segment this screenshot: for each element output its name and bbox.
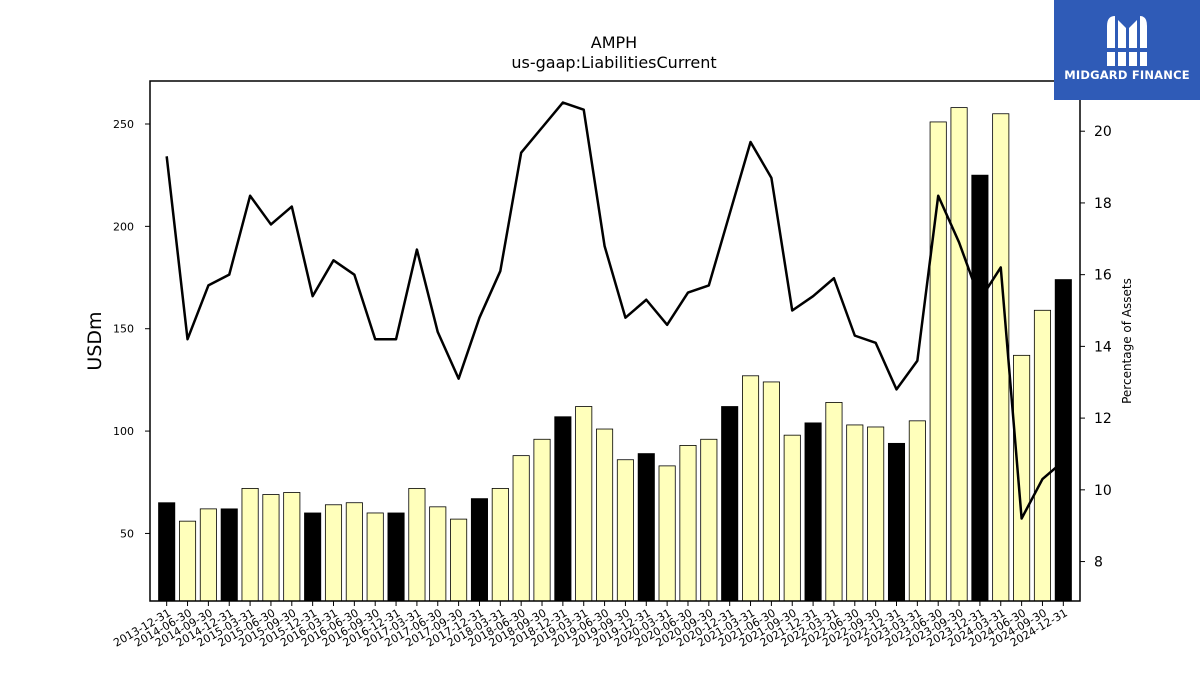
bar-2016-06-30 bbox=[345, 502, 363, 602]
bar-2019-12-31 bbox=[637, 453, 655, 602]
bar-2014-06-30 bbox=[178, 520, 197, 602]
y-tick-label: 200 bbox=[113, 220, 134, 233]
bar-2014-09-30 bbox=[199, 508, 217, 602]
bar-2018-03-31 bbox=[491, 487, 509, 602]
bar-2015-12-31 bbox=[304, 512, 322, 602]
bar-2022-06-30 bbox=[846, 424, 864, 602]
bar-2024-09-30 bbox=[1033, 309, 1051, 602]
bar-2022-03-31 bbox=[825, 402, 843, 602]
bar-2023-09-30 bbox=[950, 107, 968, 602]
bar-2015-06-30 bbox=[262, 494, 280, 602]
bar-2015-03-31 bbox=[241, 487, 259, 602]
plot-frame bbox=[149, 80, 1081, 602]
bar-2019-09-30 bbox=[616, 459, 634, 602]
percentage-line bbox=[165, 101, 1065, 520]
y2-tick-label: 12 bbox=[1094, 411, 1112, 427]
bar-2017-12-31 bbox=[470, 498, 488, 602]
bar-2017-06-30 bbox=[429, 506, 447, 602]
bar-2021-03-31 bbox=[742, 375, 760, 602]
y-tick-label: 50 bbox=[120, 527, 134, 540]
bar-2018-06-30 bbox=[512, 455, 530, 602]
bar-2022-12-31 bbox=[887, 442, 906, 602]
bar-2020-06-30 bbox=[679, 445, 697, 602]
bar-2023-12-31 bbox=[971, 174, 989, 602]
bar-2024-12-31 bbox=[1054, 279, 1072, 602]
brand-logo: MIDGARD FINANCE bbox=[1054, 0, 1200, 100]
y2-axis-label: Percentage of Assets bbox=[1120, 278, 1134, 404]
y2-tick-label: 18 bbox=[1094, 196, 1112, 212]
bar-2015-09-30 bbox=[283, 492, 301, 602]
y-tick-label: 100 bbox=[113, 425, 134, 438]
y-axis-right: 8 10 12 14 16 18 20 bbox=[1080, 124, 1112, 571]
y-axis-label: USDm bbox=[84, 311, 106, 370]
bar-2024-06-30 bbox=[1013, 354, 1031, 602]
bar-2017-09-30 bbox=[450, 518, 468, 602]
bar-series bbox=[158, 107, 1072, 602]
bar-2019-06-30 bbox=[596, 428, 614, 602]
bar-2020-09-30 bbox=[700, 438, 718, 602]
bar-2021-12-31 bbox=[804, 422, 822, 602]
y2-tick-label: 10 bbox=[1094, 483, 1112, 499]
bar-2024-03-31 bbox=[992, 113, 1010, 602]
bar-2022-09-30 bbox=[867, 426, 885, 602]
y2-tick-label: 8 bbox=[1094, 555, 1103, 571]
bar-2019-03-31 bbox=[575, 406, 593, 602]
y-axis-left: 50 100 150 200 250 bbox=[113, 118, 150, 540]
y-tick-label: 250 bbox=[113, 118, 134, 131]
bar-2014-12-31 bbox=[220, 508, 238, 602]
bar-2020-03-31 bbox=[658, 465, 676, 602]
y2-tick-label: 14 bbox=[1094, 339, 1112, 355]
bar-2016-09-30 bbox=[366, 512, 384, 602]
bar-2016-12-31 bbox=[387, 512, 405, 602]
x-axis: 2013-12-312014-06-302014-09-302014-12-31… bbox=[111, 601, 1070, 650]
bar-2018-09-30 bbox=[533, 438, 551, 602]
chart-subtitle: us-gaap:LiabilitiesCurrent bbox=[511, 53, 716, 72]
bar-2016-03-31 bbox=[324, 504, 343, 602]
bar-2020-12-31 bbox=[721, 406, 739, 602]
line-series bbox=[165, 101, 1065, 520]
chart-title: AMPH bbox=[591, 33, 637, 52]
bar-2023-03-31 bbox=[908, 420, 926, 602]
y2-tick-label: 20 bbox=[1094, 124, 1112, 140]
y2-tick-label: 16 bbox=[1094, 268, 1112, 284]
bar-2021-06-30 bbox=[762, 381, 780, 602]
brand-logo-text: MIDGARD FINANCE bbox=[1064, 68, 1190, 82]
y-tick-label: 150 bbox=[113, 323, 134, 336]
midgard-logo-icon bbox=[1107, 16, 1147, 66]
bar-2017-03-31 bbox=[408, 487, 426, 602]
bar-2023-06-30 bbox=[929, 121, 947, 602]
bar-2021-09-30 bbox=[783, 434, 801, 602]
bar-2013-12-31 bbox=[158, 502, 176, 602]
bar-2018-12-31 bbox=[554, 416, 572, 602]
